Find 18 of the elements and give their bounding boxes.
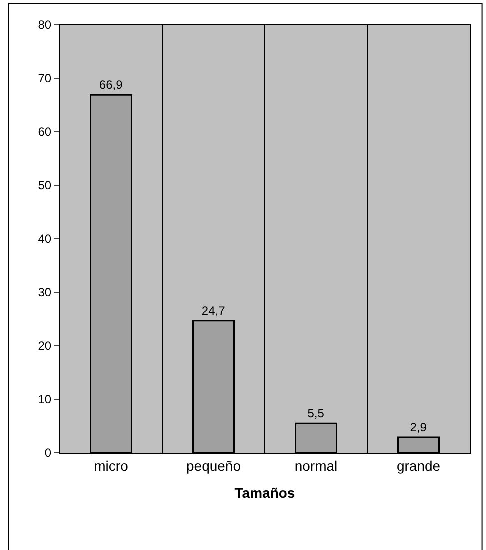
y-tick-label: 70 xyxy=(38,72,52,86)
y-tick-label: 50 xyxy=(38,178,52,193)
y-tick-label: 30 xyxy=(38,286,52,300)
data-label: 24,7 xyxy=(202,304,226,318)
data-label: 5,5 xyxy=(308,406,325,421)
y-tick-label: 0 xyxy=(44,446,52,460)
x-tick-label: pequeño xyxy=(186,458,242,474)
x-axis-title: Tamaños xyxy=(234,485,296,502)
x-tick-label: normal xyxy=(294,458,338,474)
y-tick-label: 20 xyxy=(38,339,52,354)
y-tick-label: 60 xyxy=(38,125,52,140)
data-label: 66,9 xyxy=(99,78,124,92)
y-tick-label: 40 xyxy=(38,232,52,246)
x-tick-label: grande xyxy=(396,458,441,474)
y-tick-label: 80 xyxy=(38,18,52,32)
x-tick-label: micro xyxy=(94,458,129,474)
data-label: 2,9 xyxy=(410,420,428,434)
y-tick-label: 10 xyxy=(38,392,52,407)
